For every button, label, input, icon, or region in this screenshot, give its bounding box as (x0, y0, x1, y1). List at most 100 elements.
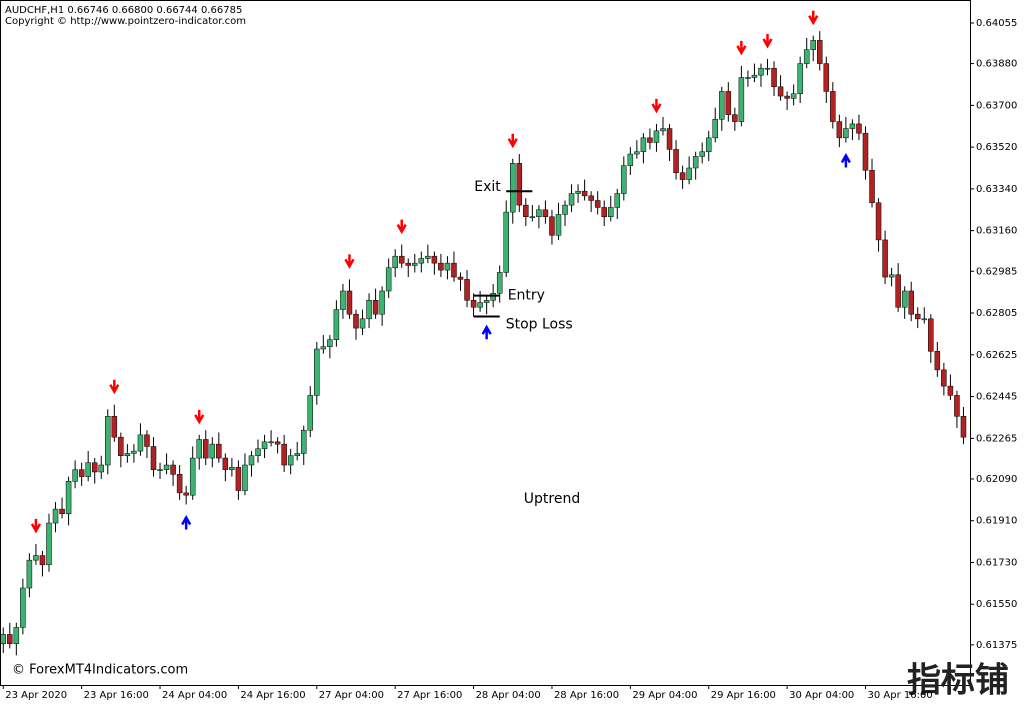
candle-body (588, 195, 594, 201)
candle-body (901, 290, 908, 308)
candle-body (483, 300, 490, 303)
x-tick-label: 24 Apr 04:00 (162, 690, 227, 701)
buy-arrow (181, 514, 192, 530)
candle-body (836, 121, 843, 139)
candle-body (745, 77, 751, 79)
candle-body (320, 346, 327, 350)
candle-body (418, 258, 425, 264)
candle-body (581, 190, 588, 197)
candle-body (758, 67, 764, 76)
candle-body (823, 63, 830, 92)
candle-body (712, 119, 719, 139)
candle-body (594, 200, 601, 208)
candle-body (327, 339, 333, 347)
candle-body (856, 123, 862, 134)
candle-body (679, 172, 686, 180)
footer: © ForexMT4Indicators.com (12, 663, 188, 678)
candle-body (862, 132, 869, 171)
candle-body (39, 555, 46, 566)
chart-subtitle: Copyright © http://www.pointzero-indicat… (5, 16, 246, 27)
candle-body (947, 385, 954, 396)
candle-body (20, 587, 26, 628)
candle-body (692, 156, 699, 169)
candle-body (627, 153, 634, 166)
candle-body (385, 267, 392, 292)
candle-body (457, 276, 464, 280)
candle-body (725, 91, 732, 115)
candle-body (314, 348, 320, 396)
candle-body (647, 137, 653, 143)
candle-body (137, 434, 144, 452)
candle-body (33, 555, 39, 561)
candle-body (248, 455, 255, 466)
candle-body (7, 634, 13, 644)
y-tick-label: 0.62985 (976, 266, 1017, 277)
chart-title: AUDCHF,H1 0.66746 0.66800 0.66744 0.6678… (5, 5, 242, 16)
candle-body (209, 443, 216, 459)
candle-body (549, 216, 555, 236)
x-tick-label: 28 Apr 04:00 (476, 690, 541, 701)
candle-body (26, 559, 33, 589)
candle-body (287, 455, 294, 466)
sell-arrow (194, 409, 205, 425)
sell-arrow (762, 33, 773, 49)
candle-body (555, 214, 562, 236)
candle-body (954, 395, 960, 417)
candle-body (575, 190, 581, 194)
level-label: Stop Loss (506, 317, 573, 333)
candle-body (353, 313, 359, 329)
candle-body (118, 436, 124, 456)
candle-body (914, 313, 921, 320)
candle-body (503, 211, 509, 273)
candle-body (941, 369, 947, 387)
x-tick-label: 23 Apr 2020 (5, 690, 67, 701)
candle-body (131, 450, 137, 454)
candle-body (686, 167, 692, 180)
y-tick-label: 0.63880 (976, 59, 1017, 70)
candle-body (340, 290, 346, 310)
candle-body (91, 462, 98, 473)
candle-body (398, 255, 405, 264)
candle-body (150, 446, 157, 470)
sell-arrow (736, 40, 747, 56)
candle-body (85, 462, 91, 477)
candle-body (719, 91, 725, 120)
y-tick-label: 0.63340 (976, 184, 1017, 195)
y-tick-label: 0.62265 (976, 433, 1017, 444)
candle-body (229, 467, 235, 470)
candle-body (203, 439, 209, 459)
candle-body (196, 439, 202, 459)
candle-body (529, 216, 536, 218)
candle-body (790, 93, 797, 99)
candle-body (882, 239, 888, 278)
candle-body (699, 151, 705, 157)
candle-body (268, 441, 274, 444)
candle-body (444, 262, 451, 271)
candle-body (163, 464, 170, 470)
candle-body (294, 453, 300, 456)
candle-body (438, 262, 444, 271)
candle-body (359, 318, 366, 329)
candle-body (516, 163, 523, 206)
level-label: Entry (508, 288, 545, 304)
candle-body (908, 290, 914, 315)
candle-body (65, 481, 72, 514)
candle-body (934, 351, 941, 371)
candle-body (170, 464, 176, 475)
candle-body (797, 63, 803, 94)
candle-body (451, 262, 457, 278)
candle-body (895, 274, 901, 308)
candle-body (425, 255, 431, 259)
candle-body (235, 467, 242, 491)
candle-body (216, 443, 222, 459)
x-tick-label: 28 Apr 16:00 (554, 690, 619, 701)
y-tick-label: 0.63700 (976, 100, 1017, 111)
candle-body (830, 91, 836, 122)
candle-body (176, 474, 183, 494)
x-tick-label: 29 Apr 04:00 (632, 690, 697, 701)
x-tick-label: 30 Apr 16:00 (867, 690, 932, 701)
candle-body (771, 67, 777, 88)
y-tick-label: 0.62805 (976, 308, 1017, 319)
